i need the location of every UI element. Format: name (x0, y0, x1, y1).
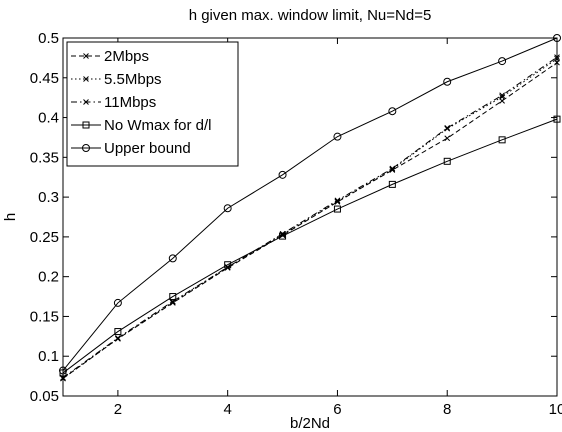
series-line (62, 37, 558, 371)
y-tick-label: 0.5 (38, 30, 59, 47)
series-line (62, 56, 558, 379)
x-tick-label: 6 (333, 401, 341, 418)
data-point (278, 170, 287, 179)
data-point (499, 92, 505, 99)
data-point (499, 94, 505, 100)
y-axis-label: h (2, 213, 19, 221)
axis-ticks: 2 4 6 8 10 0.05 0.1 0.15 0.2 0.25 0.3 0.35 0.4 0.45 0.… (30, 30, 562, 418)
legend-entry: Upper bound (71, 140, 191, 157)
data-point (444, 135, 451, 142)
data-point (115, 335, 121, 341)
data-point (443, 157, 451, 165)
data-point (498, 57, 507, 66)
data-point (553, 34, 561, 42)
legend-marker (82, 144, 90, 152)
legend-label: No Wmax for d/l (104, 117, 212, 134)
data-point (444, 125, 451, 131)
series-layer (59, 34, 561, 382)
series-1 (60, 55, 560, 382)
series-2 (60, 54, 560, 381)
x-tick-label: 2 (114, 401, 122, 418)
legend-marker (82, 121, 90, 129)
legend-entry: 5.5Mbps (71, 71, 162, 88)
legend-entry: 11Mbps (71, 94, 156, 111)
x-tick-label: 4 (223, 401, 231, 418)
legend-label: Upper bound (104, 140, 191, 157)
x-tick-label: 10 (549, 401, 562, 418)
x-axis-label: b/2Nd (290, 415, 330, 432)
data-point (333, 205, 341, 213)
data-point (389, 165, 396, 172)
series-line (62, 118, 558, 374)
data-point (553, 115, 561, 123)
legend-label: 11Mbps (104, 94, 156, 111)
data-point (498, 136, 506, 144)
legend-box (66, 41, 239, 167)
data-point (169, 293, 177, 301)
data-point (333, 132, 342, 141)
series-line (62, 58, 558, 379)
legend-marker (83, 99, 89, 105)
series-3 (59, 115, 561, 377)
legend-marker (83, 76, 89, 82)
data-point (443, 77, 452, 86)
chart-title: h given max. window limit, Nu=Nd=5 (189, 7, 432, 24)
legend-label: 2Mbps (104, 48, 149, 65)
data-point (279, 232, 287, 240)
y-tick-label: 0.45 (30, 70, 59, 87)
data-point (388, 180, 396, 188)
legend-marker (83, 53, 89, 59)
y-tick-label: 0.3 (38, 189, 59, 206)
data-point (169, 300, 176, 306)
series-4 (59, 34, 561, 375)
y-tick-label: 0.25 (30, 229, 59, 246)
legend-entry: 2Mbps (71, 48, 149, 65)
y-tick-label: 0.05 (30, 388, 59, 405)
legend-entry: No Wmax for d/l (71, 117, 212, 134)
data-point (223, 204, 232, 213)
y-tick-label: 0.2 (38, 269, 59, 286)
y-tick-label: 0.1 (38, 348, 59, 365)
y-tick-label: 0.15 (30, 308, 59, 325)
y-tick-label: 0.4 (38, 110, 59, 127)
data-point (224, 261, 232, 269)
data-point (59, 366, 67, 375)
data-point (334, 197, 341, 204)
legend-label: 5.5Mbps (104, 71, 162, 88)
y-tick-label: 0.35 (30, 149, 59, 166)
data-point (554, 54, 560, 60)
x-tick-label: 8 (443, 401, 451, 418)
data-point (554, 55, 560, 62)
data-point (388, 107, 397, 116)
legend: 2Mbps 5.5Mbps 11Mbps No Wmax for d/l Upper b… (66, 41, 239, 167)
data-point (113, 298, 122, 307)
data-point (168, 254, 177, 263)
data-point (114, 328, 122, 336)
